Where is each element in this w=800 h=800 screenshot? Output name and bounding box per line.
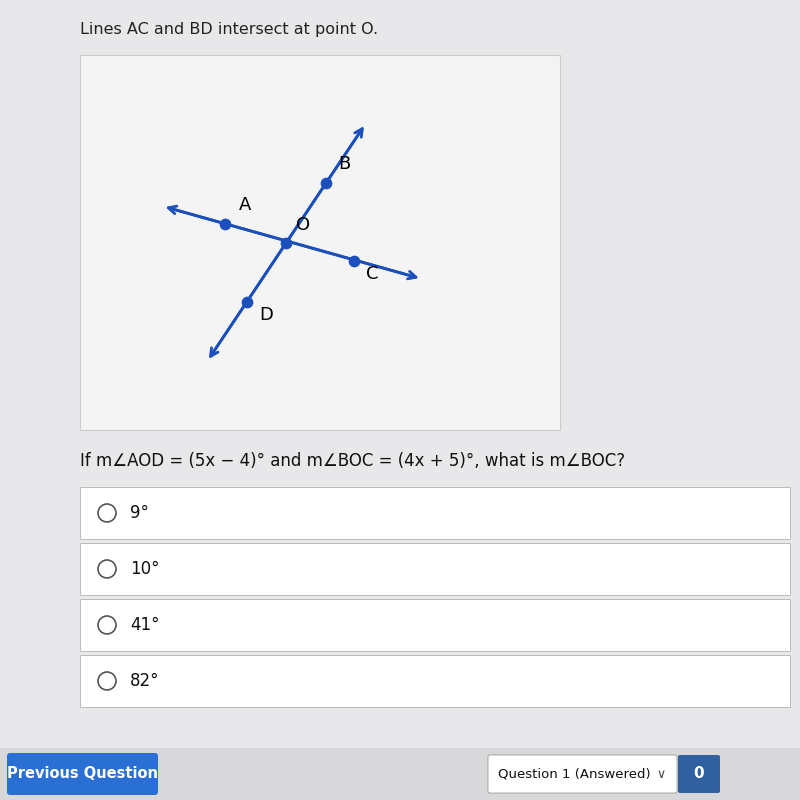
Bar (80, 55, 560, 430)
Text: 82°: 82° (130, 672, 159, 690)
Point (348, 254, 361, 267)
Bar (80, 655, 790, 707)
Bar (0, 748, 800, 800)
Text: 0: 0 (694, 766, 704, 782)
Bar (80, 599, 790, 651)
FancyBboxPatch shape (678, 755, 720, 793)
Text: Previous Question: Previous Question (7, 766, 158, 782)
FancyBboxPatch shape (488, 755, 677, 793)
Text: 41°: 41° (130, 616, 159, 634)
Text: A: A (238, 196, 251, 214)
Bar (80, 543, 790, 595)
Text: If m∠AOD = (5x − 4)° and m∠BOC = (4x + 5)°, what is m∠BOC?: If m∠AOD = (5x − 4)° and m∠BOC = (4x + 5… (80, 452, 625, 470)
Text: Lines AC and BD intersect at point O.: Lines AC and BD intersect at point O. (80, 22, 378, 37)
Text: 10°: 10° (130, 560, 159, 578)
Text: Question 1 (Answered): Question 1 (Answered) (498, 767, 650, 781)
Text: C: C (366, 265, 378, 282)
Point (240, 295, 253, 308)
Text: ∨: ∨ (657, 767, 666, 781)
Point (280, 236, 293, 249)
Point (320, 177, 333, 190)
Text: 9°: 9° (130, 504, 149, 522)
Point (218, 218, 231, 230)
FancyBboxPatch shape (7, 753, 158, 795)
Text: B: B (338, 155, 350, 173)
Bar (80, 487, 790, 539)
Text: D: D (258, 306, 273, 324)
Text: O: O (296, 217, 310, 234)
